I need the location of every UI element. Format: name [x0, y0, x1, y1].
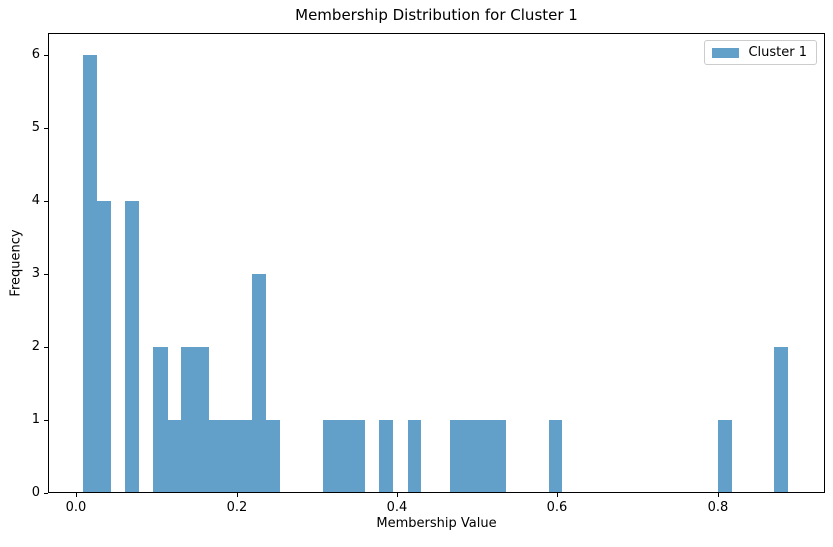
y-tick-label: 0: [31, 485, 40, 500]
x-tick-mark: [718, 493, 719, 497]
histogram-bar: [125, 201, 139, 492]
legend: Cluster 1: [704, 40, 817, 65]
y-tick-label: 5: [31, 120, 40, 135]
x-tick-label: 0.2: [226, 500, 248, 515]
y-tick-mark: [44, 274, 48, 275]
histogram-bar: [97, 201, 111, 492]
y-tick-mark: [44, 128, 48, 129]
x-tick-mark: [397, 493, 398, 497]
x-tick-mark: [76, 493, 77, 497]
legend-label: Cluster 1: [748, 45, 807, 60]
x-axis-label: Membership Value: [376, 516, 497, 531]
histogram-bar: [774, 347, 788, 492]
x-tick-label: 0.4: [386, 500, 408, 515]
histogram-bar: [209, 420, 252, 492]
histogram-bar: [379, 420, 393, 492]
histogram-bar: [168, 420, 181, 492]
bars-layer: [49, 34, 824, 492]
axes: Cluster 1: [48, 33, 825, 493]
histogram-bar: [450, 420, 506, 492]
y-tick-mark: [44, 347, 48, 348]
y-tick-mark: [44, 201, 48, 202]
histogram-bar: [153, 347, 168, 492]
chart-title: Membership Distribution for Cluster 1: [295, 6, 578, 24]
histogram-bar: [408, 420, 421, 492]
histogram-bar: [323, 420, 365, 492]
y-tick-label: 3: [31, 266, 40, 281]
y-tick-label: 6: [31, 47, 40, 62]
y-tick-label: 2: [31, 339, 40, 354]
y-tick-label: 1: [31, 412, 40, 427]
histogram-bar: [549, 420, 562, 492]
histogram-bar: [83, 55, 97, 492]
y-tick-label: 4: [31, 193, 40, 208]
legend-swatch-icon: [712, 47, 740, 58]
x-tick-mark: [557, 493, 558, 497]
histogram-bar: [252, 274, 266, 492]
histogram-bar: [181, 347, 209, 492]
x-tick-label: 0.8: [707, 500, 729, 515]
x-tick-mark: [237, 493, 238, 497]
y-axis-label: Frequency: [8, 229, 24, 297]
y-tick-mark: [44, 55, 48, 56]
x-tick-label: 0.0: [65, 500, 87, 515]
y-tick-mark: [44, 420, 48, 421]
histogram-bar: [266, 420, 280, 492]
x-tick-label: 0.6: [546, 500, 568, 515]
y-tick-mark: [44, 493, 48, 494]
histogram-bar: [718, 420, 732, 492]
